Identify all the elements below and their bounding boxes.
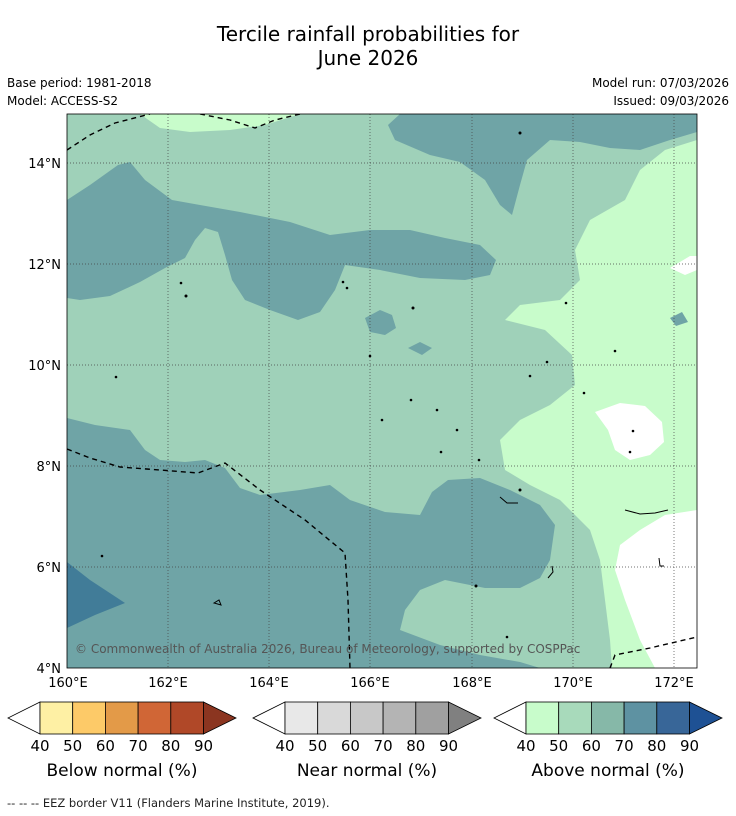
lon-tick-168: 168°E [452,676,492,691]
lat-tick-10: 10°N [28,359,61,374]
lon-tick-160: 160°E [48,676,88,691]
cb2-tick-40: 40 [516,737,535,755]
near-normal-caption: Near normal (%) [296,761,438,781]
cb1-seg-0 [284,701,319,735]
eez-footer-note: -- -- -- EEZ border V11 (Flanders Marine… [7,796,330,810]
meta-left: Base period: 1981-2018 Model: ACCESS-S2 [7,74,152,110]
prob-60-70-islet-3 [670,312,688,326]
cb1-tick-60: 60 [341,737,360,755]
atoll-outlines [212,496,669,606]
lat-tick-4: 4°N [37,662,62,677]
model-name: Model: ACCESS-S2 [7,94,119,108]
cb0-tick-60: 60 [96,737,115,755]
map-frame [66,113,698,669]
cb1-seg-4 [415,701,449,735]
cb1-seg-1 [317,701,351,735]
cb2-seg-1 [558,701,592,735]
lon-tick-166: 166°E [350,676,390,691]
prob-60-70-islet-2 [408,342,432,355]
cb0-over-arrow [203,701,237,735]
prob-40-50-north [140,114,300,132]
prob-60-70-islet-1 [365,310,396,335]
colorbar-near-normal: 40 50 60 70 80 90 [252,701,482,755]
cb1-under-arrow [252,701,286,735]
above-normal-caption: Above normal (%) [531,761,685,781]
title-line-2: June 2026 [317,46,419,70]
cb1-tick-80: 80 [406,737,425,755]
eez-borders [67,114,697,668]
white-patch-east [615,510,697,668]
cb1-tick-40: 40 [275,737,294,755]
eez-border-southeast [609,636,697,668]
cb1-tick-50: 50 [308,737,327,755]
issued-date: Issued: 09/03/2026 [613,94,729,108]
islands [100,131,635,639]
cb1-tick-90: 90 [439,737,458,755]
prob-60-70-northeast [388,114,697,215]
latitude-ticks: 14°N 12°N 10°N 8°N 6°N 4°N [28,157,61,677]
colorbar-above-normal: 40 50 60 70 80 90 [493,701,723,755]
cb2-tick-60: 60 [582,737,601,755]
lat-tick-14: 14°N [28,157,61,172]
cb0-seg-0 [39,701,74,735]
prob-60-70-southwest [67,418,555,668]
longitude-ticks: 160°E 162°E 164°E 166°E 168°E 170°E 172°… [48,676,694,691]
cb2-seg-2 [591,701,625,735]
copyright-note: © Commonwealth of Australia 2026, Bureau… [75,642,580,656]
map-title: Tercile rainfall probabilities for June … [0,22,736,70]
cb1-seg-2 [349,701,384,735]
lon-tick-170: 170°E [553,676,593,691]
cb0-tick-40: 40 [30,737,49,755]
cb2-tick-90: 90 [680,737,699,755]
cb1-tick-70: 70 [374,737,393,755]
cb2-seg-4 [656,701,690,735]
eez-border-southwest [67,448,351,668]
cb2-seg-0 [525,701,560,735]
lon-tick-172: 172°E [654,676,694,691]
cb0-tick-70: 70 [129,737,148,755]
eez-border-north [67,114,301,151]
cb1-over-arrow [448,701,482,735]
colorbar-below-normal: 40 50 60 70 80 90 [7,701,237,755]
cb0-seg-2 [105,701,139,735]
title-line-1: Tercile rainfall probabilities for [216,22,520,46]
cb2-over-arrow [689,701,723,735]
cb0-tick-90: 90 [194,737,213,755]
cb2-under-arrow [493,701,527,735]
white-patch-small [670,256,697,275]
lat-tick-6: 6°N [37,561,62,576]
white-patch-mid [595,403,664,460]
lon-tick-164: 164°E [249,676,289,691]
meta-right: Model run: 07/03/2026 Issued: 09/03/2026 [592,74,729,110]
lon-tick-162: 162°E [148,676,188,691]
below-normal-caption: Below normal (%) [46,761,198,781]
cb0-seg-4 [170,701,204,735]
map-plot-area [67,114,697,668]
lat-tick-12: 12°N [28,258,61,273]
cb0-seg-3 [137,701,172,735]
cb0-tick-80: 80 [161,737,180,755]
lat-tick-8: 8°N [37,460,62,475]
base-period: Base period: 1981-2018 [7,76,152,90]
cb2-tick-70: 70 [615,737,634,755]
prob-70-80-southwest [67,562,125,628]
cb0-seg-1 [72,701,106,735]
cb2-seg-3 [623,701,658,735]
model-run: Model run: 07/03/2026 [591,76,729,90]
cb2-tick-50: 50 [549,737,568,755]
graticule [67,114,697,668]
prob-60-70-northwest [67,162,496,320]
cb0-tick-50: 50 [63,737,82,755]
cb1-seg-3 [382,701,417,735]
cb0-under-arrow [7,701,41,735]
cb2-tick-80: 80 [647,737,666,755]
